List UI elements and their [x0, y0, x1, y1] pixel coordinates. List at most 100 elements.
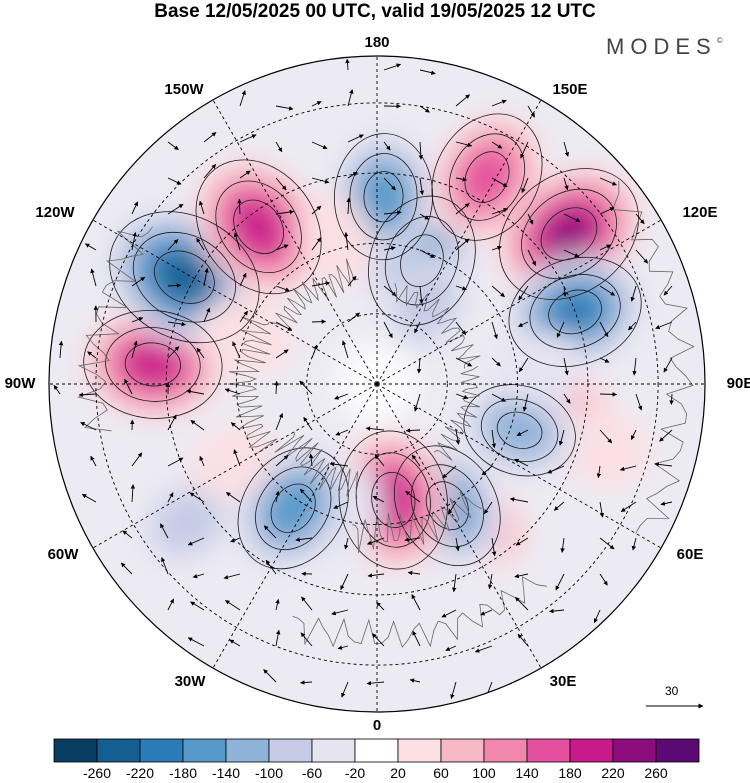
- wind-vector: [90, 455, 97, 467]
- wind-vector: [198, 200, 205, 215]
- wind-vector: [527, 249, 537, 266]
- wind-vector: [167, 492, 174, 503]
- wind-vector: [563, 213, 581, 223]
- wind-vector: [491, 207, 509, 215]
- longitude-label: 120E: [682, 204, 718, 221]
- wind-vector: [263, 525, 277, 539]
- wind-vector: [663, 357, 673, 373]
- brand-mark: ©: [716, 36, 723, 45]
- longitude-label: 60E: [676, 546, 704, 563]
- colorbar-swatch: [354, 738, 399, 763]
- wind-vector: [412, 630, 421, 647]
- wind-vector: [344, 537, 349, 550]
- contour-line: [548, 289, 602, 335]
- wind-vector: [275, 105, 294, 111]
- wind-vector: [347, 89, 354, 107]
- wind-vector: [161, 557, 169, 575]
- coastline: [77, 226, 153, 432]
- wind-vector: [311, 205, 322, 215]
- wind-vector: [514, 573, 529, 579]
- wind-vector: [383, 177, 396, 191]
- colorbar-swatch: [96, 738, 141, 763]
- wind-vector: [196, 347, 205, 359]
- wind-vector: [491, 245, 502, 251]
- wind-vector: [367, 573, 385, 578]
- colorbar-swatch: [53, 738, 98, 763]
- anomaly-cell: [153, 490, 222, 554]
- coastline: [269, 258, 359, 331]
- anomaly-cell: [493, 330, 587, 404]
- wind-vector: [630, 285, 637, 302]
- wind-vector: [509, 497, 529, 503]
- wind-vector: [514, 458, 529, 467]
- wind-vector: [365, 426, 385, 431]
- wind-vector: [411, 454, 421, 467]
- wind-vector: [620, 501, 637, 512]
- meridian: [92, 383, 378, 549]
- coastline: [433, 365, 481, 461]
- colorbar-swatch: [397, 738, 442, 763]
- wind-vector: [599, 501, 605, 518]
- latitude-circle: [95, 102, 659, 666]
- wind-vector: [131, 231, 137, 251]
- wind-vector: [383, 210, 402, 215]
- wind-vector: [599, 392, 618, 397]
- wind-vector: [599, 244, 612, 251]
- wind-vector: [383, 246, 396, 251]
- wind-vector: [455, 537, 460, 552]
- wind-vector: [659, 429, 673, 442]
- meridian: [92, 219, 378, 385]
- wind-vector: [455, 141, 473, 148]
- wind-vector: [131, 340, 138, 359]
- wind-vector: [225, 600, 241, 611]
- contour-line: [124, 342, 181, 387]
- wind-vector: [560, 537, 565, 553]
- wind-vector: [599, 537, 615, 550]
- wind-vector: [190, 420, 205, 431]
- wind-vector: [167, 414, 177, 431]
- wind-vector: [167, 321, 187, 327]
- longitude-label: 150W: [164, 81, 204, 98]
- contour-line: [132, 231, 236, 323]
- wind-vector: [131, 317, 144, 323]
- contour-line: [195, 159, 322, 295]
- anomaly-cell: [160, 256, 209, 299]
- wind-vector: [275, 285, 290, 292]
- contour-line: [496, 411, 543, 449]
- map-border: [48, 55, 706, 713]
- meridian: [212, 99, 378, 385]
- wind-vector: [333, 501, 349, 509]
- contour-line: [463, 384, 576, 477]
- wind-vector: [663, 285, 673, 296]
- wind-vector: [275, 490, 280, 503]
- wind-vector: [90, 268, 97, 287]
- longitude-label: 120W: [35, 204, 75, 221]
- wind-vector: [419, 249, 435, 258]
- wind-vector: [455, 238, 470, 251]
- wind-vector: [455, 177, 468, 182]
- longitude-label: 180: [364, 34, 390, 51]
- colorbar-tick-label: -140: [211, 765, 241, 781]
- longitude-label: 90E: [726, 375, 750, 392]
- wind-vector: [167, 457, 184, 467]
- wind-vector: [199, 455, 205, 467]
- wind-vector: [341, 681, 349, 698]
- wind-vector: [562, 285, 567, 297]
- wind-vector: [203, 164, 217, 179]
- meridian: [376, 383, 662, 549]
- anomaly-cell: [373, 474, 414, 526]
- contour-line: [349, 153, 418, 241]
- wind-vector: [192, 573, 205, 579]
- wind-vector: [481, 465, 493, 476]
- colorbar-swatch: [311, 738, 356, 763]
- wind-vector: [275, 141, 283, 153]
- contour-line: [480, 398, 559, 462]
- wind-vector: [167, 598, 175, 611]
- wind-vector: [131, 452, 143, 467]
- colorbar-tick-label: 20: [390, 765, 406, 781]
- wind-vector: [447, 501, 457, 515]
- wind-vector: [631, 537, 637, 551]
- anomaly-cell: [235, 201, 282, 252]
- wind-vector: [599, 285, 616, 296]
